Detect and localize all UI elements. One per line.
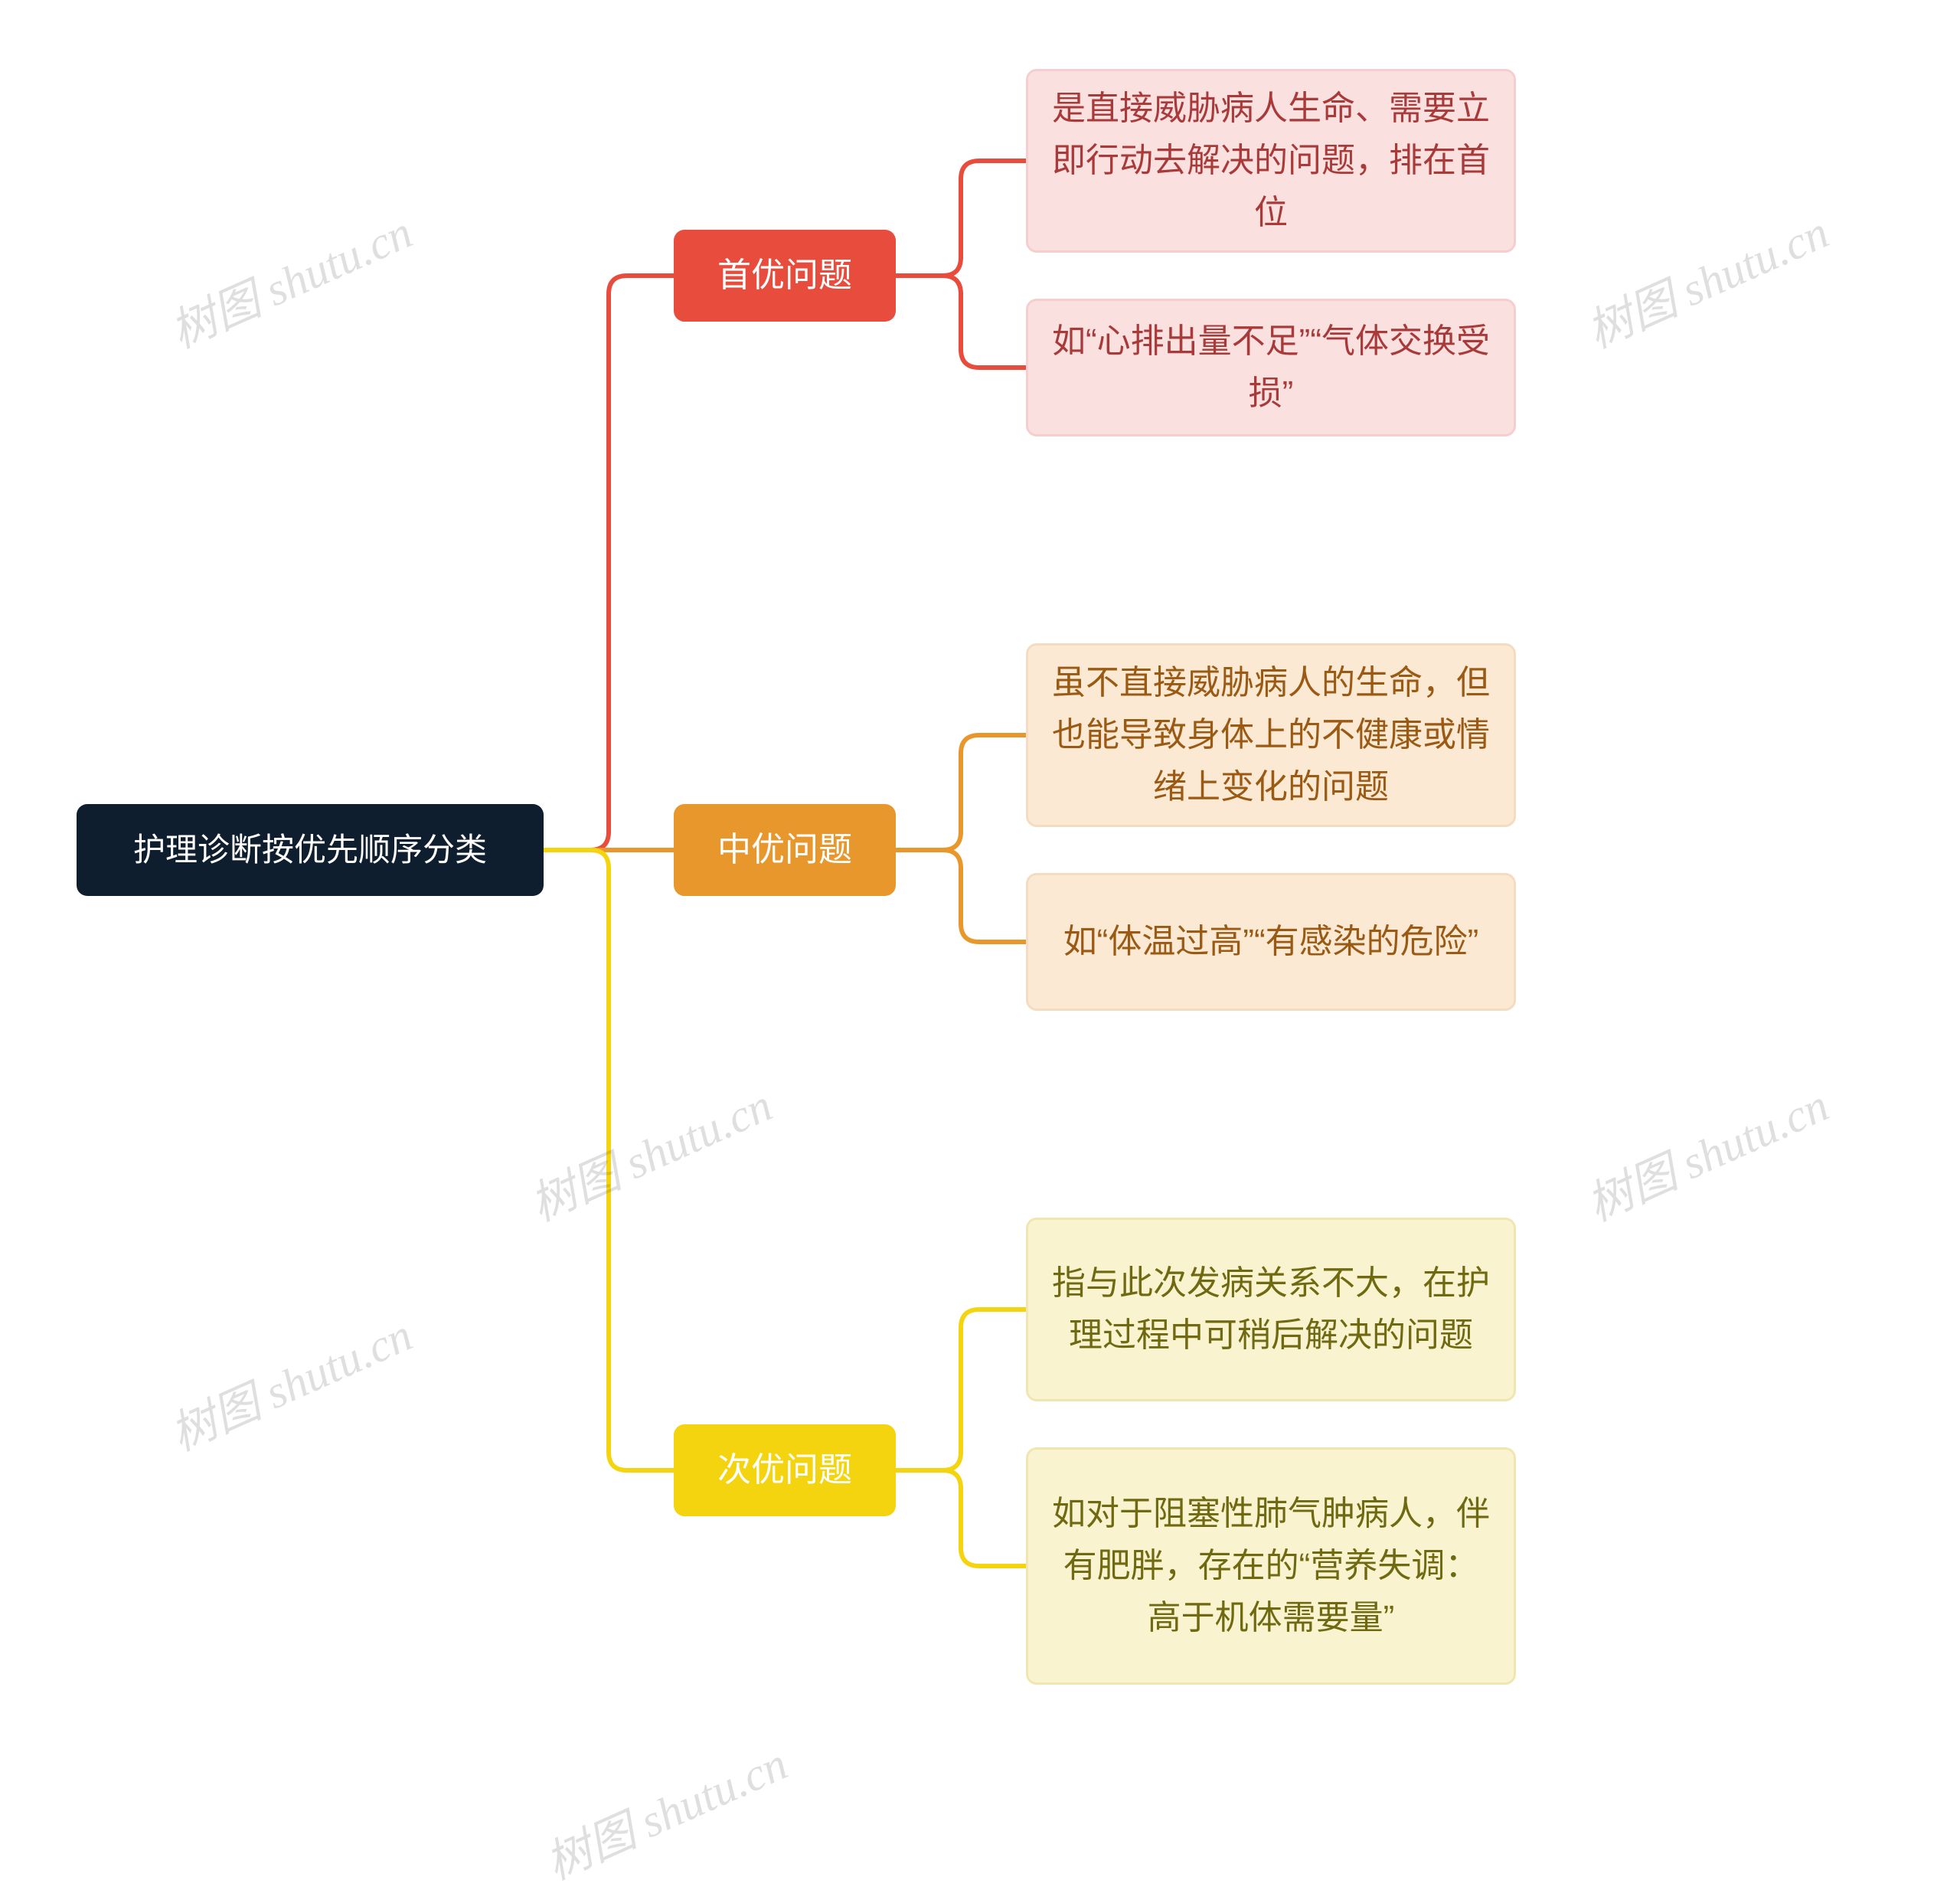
leaf-3-2: 如对于阻塞性肺气肿病人，伴有肥胖，存在的“营养失调：高于机体需要量” xyxy=(1026,1447,1516,1685)
watermark: 树图 shutu.cn xyxy=(534,1727,796,1892)
leaf-1-1-label: 是直接威胁病人生命、需要立即行动去解决的问题，排在首位 xyxy=(1051,83,1491,240)
branch-2-label: 中优问题 xyxy=(717,824,852,876)
leaf-2-1: 虽不直接威胁病人的生命，但也能导致身体上的不健康或情绪上变化的问题 xyxy=(1026,643,1516,827)
connector xyxy=(896,276,1026,368)
connector xyxy=(896,1309,1026,1470)
branch-2: 中优问题 xyxy=(674,804,896,896)
watermark: 树图 shutu.cn xyxy=(158,1298,421,1463)
connector xyxy=(896,1470,1026,1566)
leaf-2-2: 如“体温过高”“有感染的危险” xyxy=(1026,873,1516,1011)
connector xyxy=(544,850,674,1470)
connector xyxy=(896,161,1026,276)
leaf-2-1-label: 虽不直接威胁病人的生命，但也能导致身体上的不健康或情绪上变化的问题 xyxy=(1051,657,1491,814)
watermark: 树图 shutu.cn xyxy=(518,1068,781,1234)
branch-1: 首优问题 xyxy=(674,230,896,322)
leaf-1-2-label: 如“心排出量不足”“气体交换受损” xyxy=(1051,316,1491,420)
watermark: 树图 shutu.cn xyxy=(158,195,421,361)
connectors-layer xyxy=(0,0,1960,1811)
branch-1-label: 首优问题 xyxy=(717,250,852,302)
leaf-1-2: 如“心排出量不足”“气体交换受损” xyxy=(1026,299,1516,436)
leaf-3-1: 指与此次发病关系不大，在护理过程中可稍后解决的问题 xyxy=(1026,1218,1516,1401)
leaf-3-2-label: 如对于阻塞性肺气肿病人，伴有肥胖，存在的“营养失调：高于机体需要量” xyxy=(1051,1488,1491,1645)
branch-3-label: 次优问题 xyxy=(717,1444,852,1496)
watermark: 树图 shutu.cn xyxy=(1575,195,1838,361)
connector xyxy=(544,276,674,850)
leaf-3-1-label: 指与此次发病关系不大，在护理过程中可稍后解决的问题 xyxy=(1051,1257,1491,1362)
root-node: 护理诊断按优先顺序分类 xyxy=(77,804,544,896)
connector xyxy=(896,735,1026,850)
leaf-1-1: 是直接威胁病人生命、需要立即行动去解决的问题，排在首位 xyxy=(1026,69,1516,253)
leaf-2-2-label: 如“体温过高”“有感染的危险” xyxy=(1063,916,1479,968)
mindmap-canvas: 护理诊断按优先顺序分类 首优问题 是直接威胁病人生命、需要立即行动去解决的问题，排在… xyxy=(0,0,1960,1811)
watermark: 树图 shutu.cn xyxy=(1575,1068,1838,1234)
branch-3: 次优问题 xyxy=(674,1424,896,1516)
root-node-label: 护理诊断按优先顺序分类 xyxy=(133,825,487,875)
connector xyxy=(896,850,1026,942)
